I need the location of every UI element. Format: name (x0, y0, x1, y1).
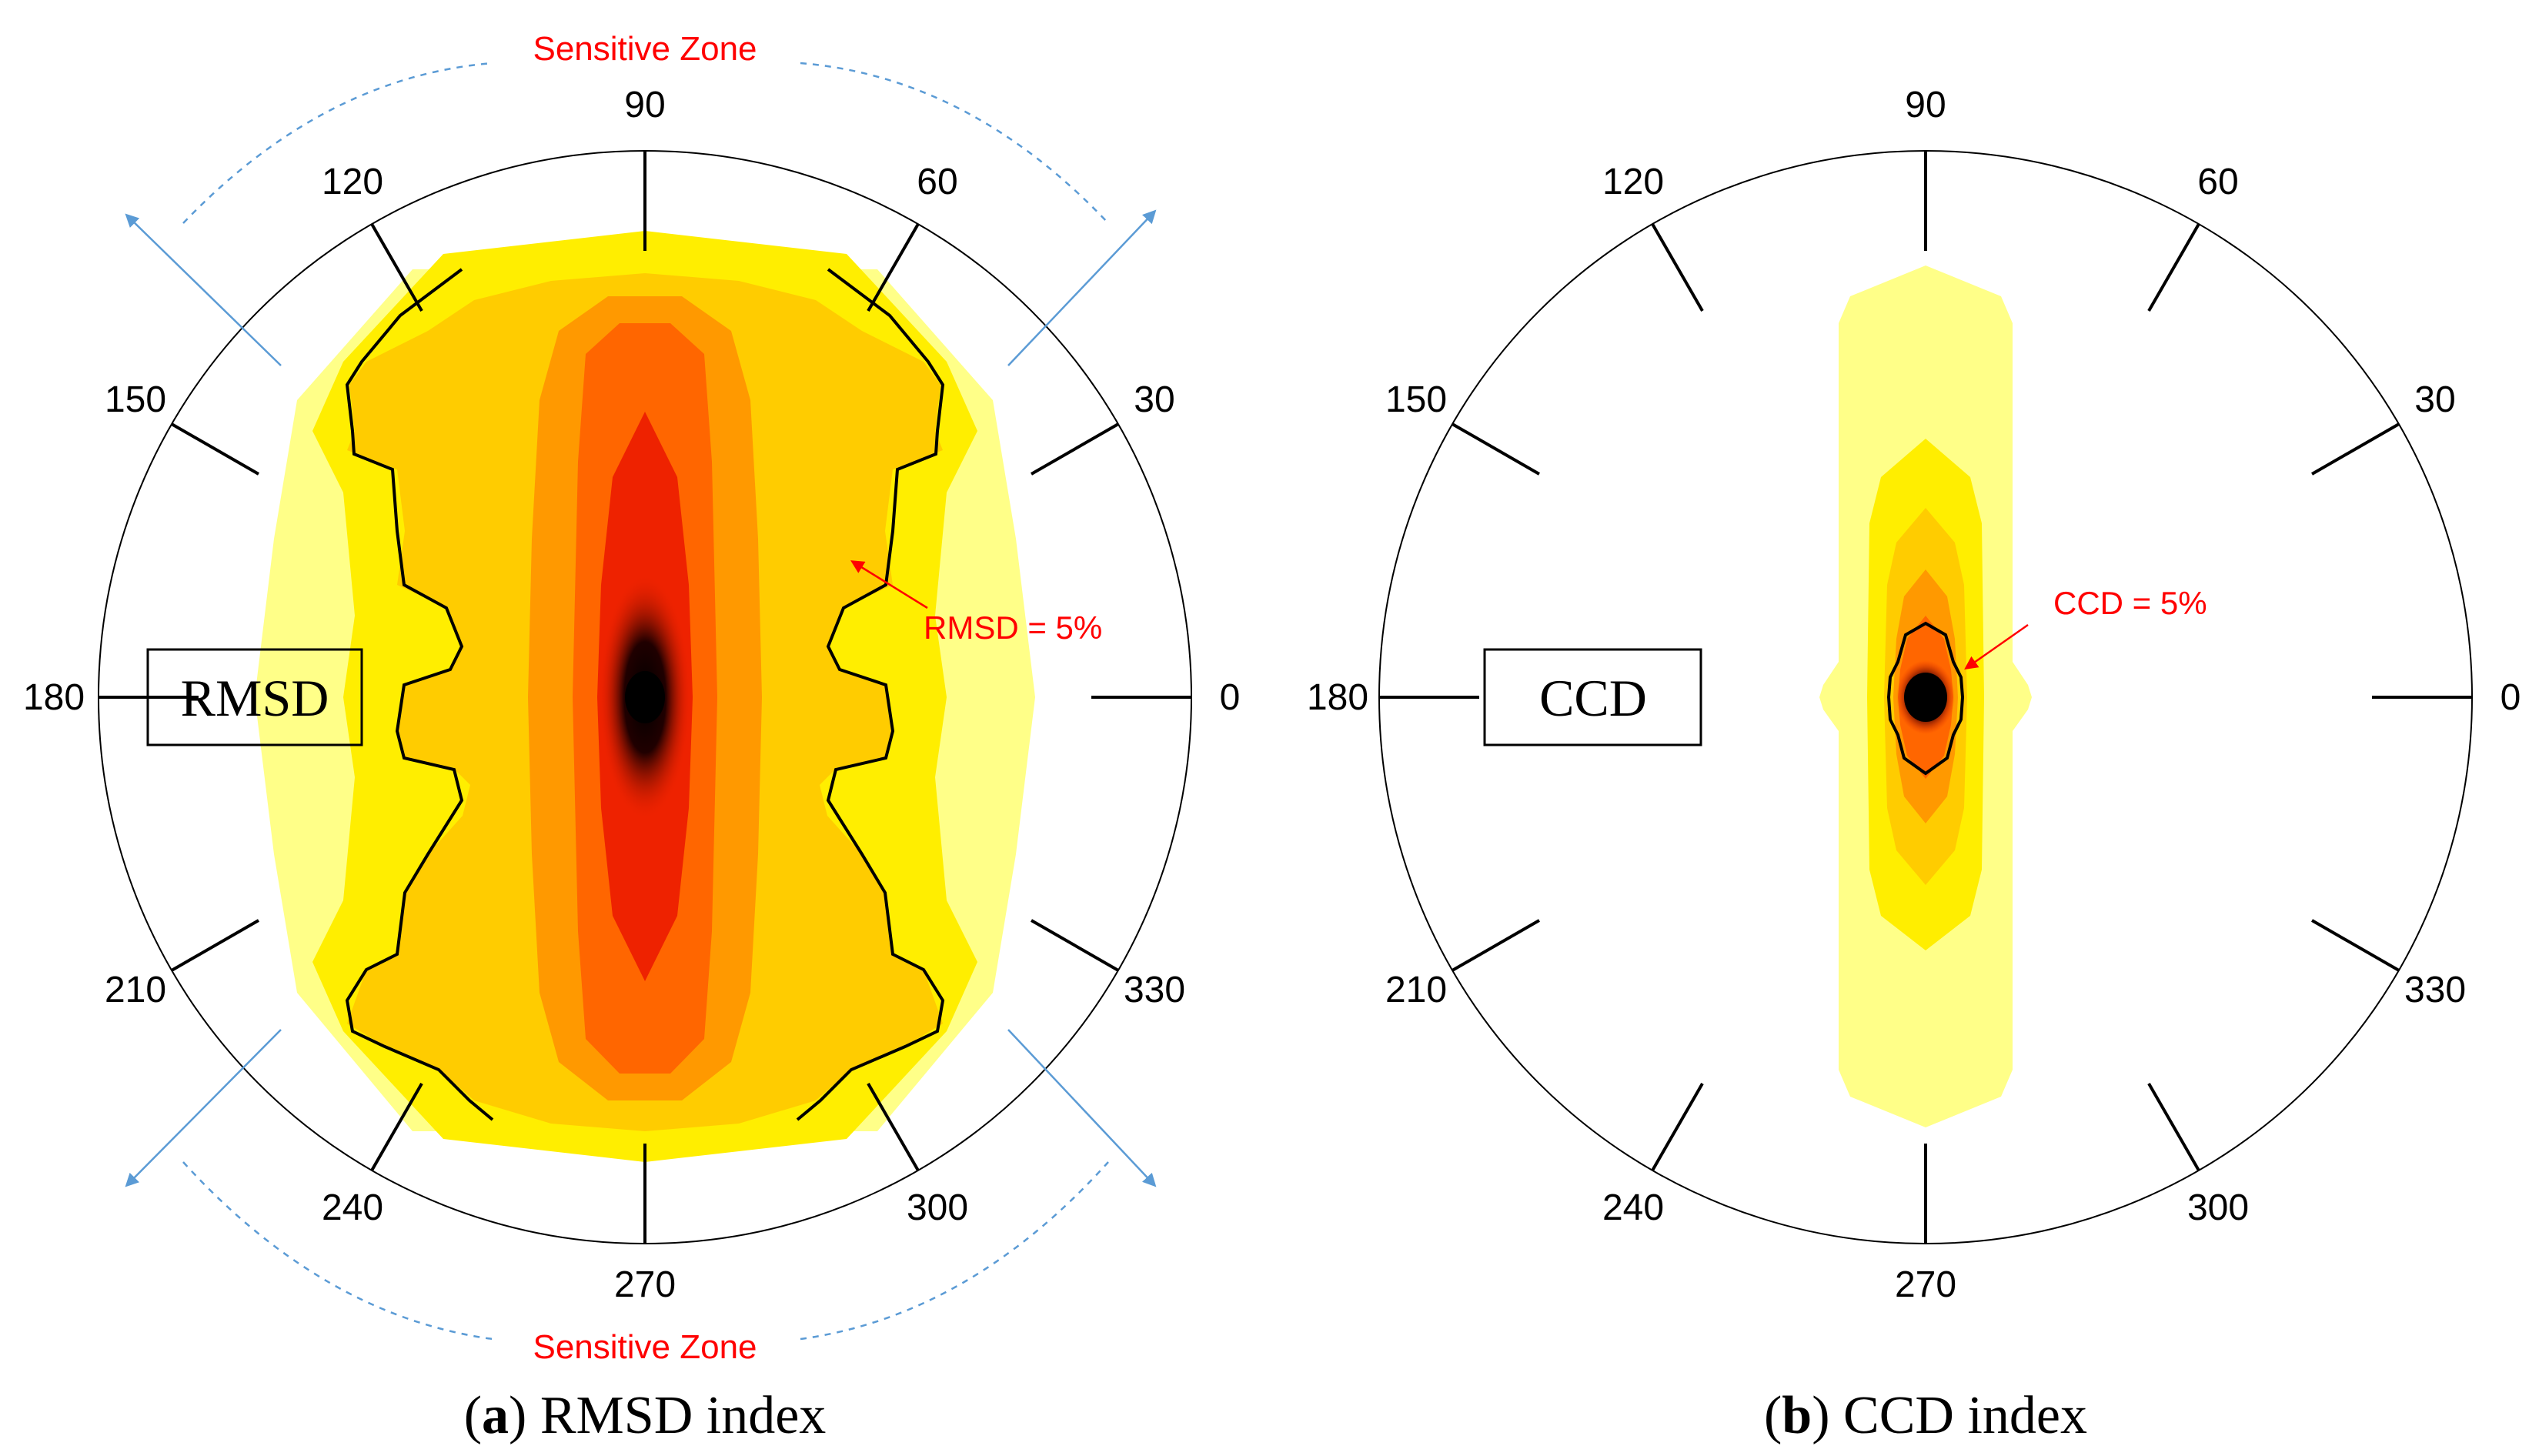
panel-b-label-0: 0 (2501, 677, 2521, 718)
panel-b-tick-120 (1651, 223, 1704, 312)
panel-b: 0 30 60 90 120 150 180 210 240 270 300 3… (1307, 85, 2521, 1305)
panel-a-zone-arrow-nw (125, 213, 282, 366)
panel-a: 0 30 60 90 120 150 180 210 240 270 300 3… (23, 30, 1240, 1366)
panel-b-tick-240 (1651, 1083, 1704, 1171)
panel-b-tick-marks (1379, 151, 2472, 1244)
panel-a-sensitive-zones (125, 62, 1157, 1341)
panel-b-label-210: 210 (1385, 970, 1447, 1010)
panel-a-tick-150 (171, 422, 259, 476)
panel-a-label-180: 180 (23, 677, 85, 718)
panel-a-caption-text: RMSD index (540, 1386, 826, 1445)
panel-a-zone-arrow-ne (1007, 209, 1157, 366)
panel-b-tick-labels: 0 30 60 90 120 150 180 210 240 270 300 3… (1307, 85, 2521, 1305)
panel-a-index-box (146, 648, 363, 746)
panel-b-tick-150 (1452, 422, 1540, 476)
panel-a-annotation-arrow (850, 560, 928, 609)
panel-a-label-150: 150 (105, 379, 166, 420)
panel-b-caption-text: CCD index (1843, 1386, 2087, 1445)
panel-a-zone-label-bottom: Sensitive Zone (533, 1328, 757, 1366)
panel-a-tick-labels: 0 30 60 90 120 150 180 210 240 270 300 3… (23, 85, 1240, 1305)
panel-a-core-center (625, 671, 665, 723)
panel-a-annotation-text: RMSD = 5% (924, 609, 1102, 646)
panel-b-label-150: 150 (1385, 379, 1447, 420)
panel-a-label-240: 240 (322, 1187, 383, 1228)
panel-a-label-60: 60 (917, 162, 957, 202)
panel-a-zone-arrow-sw (125, 1029, 282, 1187)
panel-a-index-label: RMSD (181, 669, 329, 727)
panel-b-core-center (1904, 673, 1947, 722)
panel-a-label-0: 0 (1220, 677, 1241, 718)
panel-a-label-330: 330 (1124, 970, 1185, 1010)
panel-a-tick-300 (867, 1083, 920, 1171)
panel-a-zone-label-top: Sensitive Zone (533, 30, 757, 68)
panel-a-zone-arc-top-right (800, 62, 1109, 224)
panel-b-label-270: 270 (1895, 1264, 1956, 1305)
panel-b-tick-330 (2311, 919, 2400, 972)
panel-b-contours (1819, 265, 2032, 1127)
panel-a-caption-letter: a (482, 1386, 509, 1445)
panel-a-threshold-contour-left (345, 268, 494, 1121)
panel-b-caption: (b) CCD index (1764, 1386, 2087, 1445)
panel-a-zone-arc-bottom-left (182, 1161, 493, 1341)
panel-b-index-label: CCD (1539, 669, 1647, 727)
panel-b-label-300: 300 (2187, 1187, 2249, 1228)
panel-a-tick-330 (1031, 919, 1119, 972)
panel-b-label-60: 60 (2197, 162, 2238, 202)
panel-a-label-300: 300 (907, 1187, 968, 1228)
panel-b-label-240: 240 (1602, 1187, 1664, 1228)
panel-a-contours (255, 231, 1035, 1162)
panel-a-tick-30 (1031, 422, 1119, 476)
panel-b-threshold-contour (1886, 621, 1965, 776)
panel-a-tick-120 (370, 223, 423, 312)
panel-a-label-90: 90 (624, 85, 665, 125)
panel-a-label-270: 270 (614, 1264, 676, 1305)
panel-b-label-30: 30 (2414, 379, 2455, 420)
panel-a-tick-marks (99, 151, 1191, 1244)
panel-b-annotation-text: CCD = 5% (2053, 585, 2207, 621)
panel-a-label-120: 120 (322, 162, 383, 202)
panel-a-tick-210 (171, 919, 259, 972)
panel-a-tick-60 (867, 223, 920, 312)
panel-b-annotation-arrow (1964, 623, 2029, 670)
panel-a-caption: (a) RMSD index (464, 1386, 827, 1445)
panel-b-label-330: 330 (2404, 970, 2466, 1010)
panel-a-label-210: 210 (105, 970, 166, 1010)
panel-b-tick-30 (2311, 422, 2400, 476)
panel-a-threshold-contour-right (796, 268, 945, 1121)
panel-a-zone-arc-top-left (182, 62, 493, 224)
panel-b-label-180: 180 (1307, 677, 1368, 718)
panel-a-tick-240 (370, 1083, 423, 1171)
panel-a-zone-arrow-se (1007, 1029, 1157, 1187)
panel-b-caption-letter: b (1782, 1386, 1812, 1445)
panel-b-index-box (1483, 648, 1702, 746)
panel-b-tick-300 (2147, 1083, 2200, 1171)
panel-b-tick-210 (1452, 919, 1540, 972)
panel-b-tick-60 (2147, 223, 2200, 312)
panel-a-label-30: 30 (1134, 379, 1174, 420)
panel-b-label-90: 90 (1905, 85, 1946, 125)
panel-b-label-120: 120 (1602, 162, 1664, 202)
